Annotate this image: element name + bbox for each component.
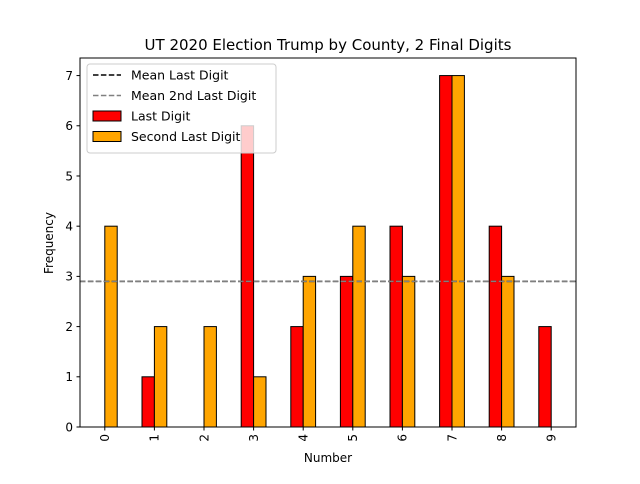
chart-title: UT 2020 Election Trump by County, 2 Fina… (145, 36, 512, 54)
bar-second-last-digit-2 (203, 326, 217, 428)
bar-last-digit-3 (240, 125, 255, 428)
x-tick-label: 7 (445, 434, 459, 442)
y-tick-label: 2 (65, 320, 73, 334)
y-tick-label: 3 (65, 270, 73, 284)
x-tick-label: 6 (396, 434, 410, 442)
legend-swatch-second-last-digit (92, 131, 122, 142)
y-tick-label: 7 (65, 69, 73, 83)
legend-label-mean-last-digit: Mean Last Digit (131, 68, 229, 83)
bar-last-digit-6 (389, 225, 403, 428)
plot-area: 0 1 2 3 4 5 6 7 0 1 2 3 4 5 6 7 8 9 (65, 57, 577, 442)
x-tick-label: 8 (495, 434, 509, 442)
legend-swatch-last-digit (92, 110, 122, 122)
legend-label-mean-2nd-last-digit: Mean 2nd Last Digit (131, 88, 256, 103)
bar-second-last-digit-5 (352, 225, 366, 428)
x-tick-label: 0 (98, 434, 112, 442)
axes-frame (79, 57, 577, 428)
legend-box (86, 63, 277, 154)
bar-second-last-digit-8 (501, 275, 515, 428)
legend-label-second-last-digit: Second Last Digit (131, 129, 240, 144)
bar-last-digit-7 (439, 75, 453, 428)
bar-second-last-digit-4 (302, 275, 317, 428)
x-tick-label: 3 (247, 434, 261, 442)
y-tick-label: 0 (65, 420, 73, 434)
bar-last-digit-8 (488, 225, 503, 428)
legend-label-last-digit: Last Digit (131, 109, 191, 124)
bar-last-digit-4 (290, 326, 304, 428)
bar-second-last-digit-7 (451, 75, 465, 428)
bar-last-digit-5 (339, 275, 354, 428)
x-tick-label: 1 (148, 434, 162, 442)
bar-last-digit-9 (538, 326, 552, 428)
y-tick-label: 4 (65, 219, 73, 233)
x-axis-label: Number (304, 451, 352, 465)
x-tick-label: 9 (545, 434, 559, 442)
y-axis-label: Frequency (42, 212, 56, 274)
bar-second-last-digit-1 (153, 326, 168, 428)
x-tick-label: 2 (197, 434, 211, 442)
bar-last-digit-1 (141, 376, 155, 428)
x-tick-label: 5 (346, 434, 360, 442)
bar-second-last-digit-6 (401, 275, 416, 428)
x-tick-label: 4 (297, 434, 311, 442)
bar-second-last-digit-0 (104, 225, 118, 428)
y-tick-label: 6 (65, 119, 73, 133)
y-tick-label: 5 (65, 169, 73, 183)
bar-second-last-digit-3 (253, 376, 267, 428)
y-tick-label: 1 (65, 370, 73, 384)
legend: Mean Last Digit Mean 2nd Last Digit Last D… (86, 63, 277, 154)
